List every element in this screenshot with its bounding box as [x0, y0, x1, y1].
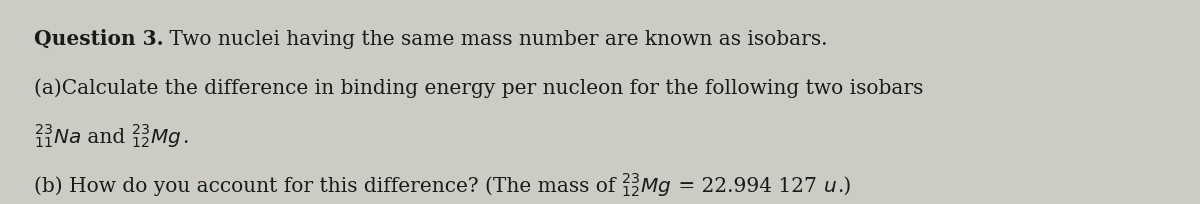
Text: $\rm{^{23}_{12}}$: $\rm{^{23}_{12}}$ [622, 172, 641, 200]
Text: (b) How do you account for this difference? (The mass of: (b) How do you account for this differen… [34, 176, 622, 196]
Text: $\mathit{u}$: $\mathit{u}$ [823, 177, 836, 196]
Text: Two nuclei having the same mass number are known as isobars.: Two nuclei having the same mass number a… [163, 30, 828, 49]
Text: Question 3.: Question 3. [34, 29, 163, 49]
Text: = 22.994 127: = 22.994 127 [672, 177, 823, 196]
Text: .): .) [836, 177, 851, 196]
Text: $\mathit{Mg}$: $\mathit{Mg}$ [150, 127, 181, 149]
Text: $\rm{^{23}_{11}}$: $\rm{^{23}_{11}}$ [34, 123, 53, 151]
Text: .: . [181, 128, 188, 147]
Text: $\mathit{Na}$: $\mathit{Na}$ [53, 128, 80, 147]
Text: (a)Calculate the difference in binding energy per nucleon for the following two : (a)Calculate the difference in binding e… [34, 78, 923, 98]
Text: $\mathit{Mg}$: $\mathit{Mg}$ [641, 176, 672, 198]
Text: $\rm{^{23}_{12}}$: $\rm{^{23}_{12}}$ [131, 123, 150, 151]
Text: and: and [80, 128, 131, 147]
